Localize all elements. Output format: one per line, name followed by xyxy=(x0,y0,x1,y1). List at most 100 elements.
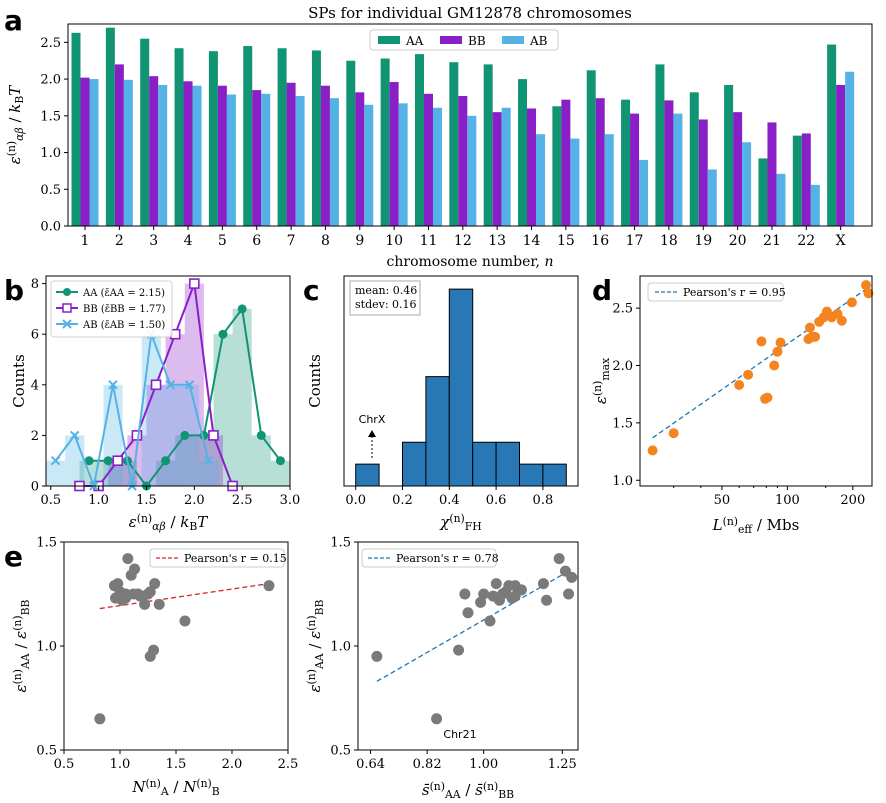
label-part: B xyxy=(189,520,197,533)
hist-bar xyxy=(402,441,427,487)
point-AA xyxy=(218,329,228,339)
bar-AA xyxy=(174,48,184,226)
point-AA xyxy=(103,456,113,466)
legend-box xyxy=(50,280,173,338)
bar-BB xyxy=(183,81,193,226)
hist-bar xyxy=(472,441,497,487)
legend-marker xyxy=(62,319,72,329)
bar-AA xyxy=(311,50,321,227)
point-BB xyxy=(208,430,219,441)
panel-label-b: b xyxy=(4,274,24,307)
label-part: B xyxy=(13,96,26,104)
bar-AA xyxy=(792,135,802,226)
scatter-point xyxy=(462,607,474,619)
label-part: χ xyxy=(439,513,450,531)
x-tick-label: 0.5 xyxy=(54,757,75,772)
y-tick-label: 1.0 xyxy=(612,474,633,489)
bar-AB xyxy=(398,103,408,226)
bar-BB xyxy=(492,112,502,226)
stats-frame xyxy=(349,280,421,316)
label-part: αβ xyxy=(152,520,166,533)
bar-BB xyxy=(320,85,330,227)
label-part: (n) xyxy=(305,669,318,684)
y-tick-label: 0.0 xyxy=(40,220,61,235)
label-part: T xyxy=(6,85,24,96)
legend: AA BB AB xyxy=(369,29,559,51)
bar-AA xyxy=(621,99,631,226)
hist-bar xyxy=(495,441,521,487)
hist-bar-BB xyxy=(165,334,185,486)
label-part: (n) xyxy=(430,780,445,793)
bar-BB xyxy=(630,113,640,226)
label-part: (n) xyxy=(11,615,24,630)
bar-AA xyxy=(449,62,459,226)
y-tick-label: 1.0 xyxy=(330,640,351,655)
y-tick-label: 6 xyxy=(31,328,39,343)
x-tick-label: 1 xyxy=(81,233,90,249)
bar-AA xyxy=(758,158,768,226)
panel-b-frame xyxy=(45,275,291,487)
stats-line: stdev: 0.16 xyxy=(355,298,417,311)
label-part: A xyxy=(160,785,169,798)
y-axis-label: ε(n)AA / ε(n)BB xyxy=(11,599,32,692)
scatter-point xyxy=(775,337,786,348)
hist-bar-AB xyxy=(199,460,219,486)
scatter-point xyxy=(134,590,146,602)
bar-BB xyxy=(458,95,468,227)
bar-AA xyxy=(724,84,734,226)
point-AA xyxy=(237,304,247,314)
bar-AB xyxy=(604,134,614,226)
label-part: AA xyxy=(444,788,461,801)
scatter-point xyxy=(810,331,821,342)
bar-BB xyxy=(664,100,674,226)
point-AB xyxy=(108,380,118,390)
bar-BB xyxy=(114,64,124,227)
y-axis-label: ε(n)AA / ε(n)BB xyxy=(305,599,326,692)
bar-AA xyxy=(586,70,596,226)
legend: Pearson's r = 0.95 xyxy=(647,282,786,302)
legend-label: Pearson's r = 0.78 xyxy=(396,552,499,565)
label-part: n xyxy=(544,254,553,270)
legend-label: Pearson's r = 0.95 xyxy=(683,286,786,299)
panel-label-e: e xyxy=(4,540,23,573)
y-tick-label: 1.0 xyxy=(40,146,61,161)
label-part: / xyxy=(12,639,30,654)
y-tick-label: 0.5 xyxy=(40,183,61,198)
bar-AB xyxy=(776,173,786,226)
legend-swatch-AA xyxy=(378,36,400,44)
x-tick-label: 11 xyxy=(420,233,438,249)
y-tick-label: 1.5 xyxy=(330,536,351,551)
bar-BB xyxy=(423,93,433,226)
bar-AB xyxy=(364,104,374,226)
x-tick-label: 10 xyxy=(385,233,403,249)
label-part: (n) xyxy=(305,615,318,630)
bar-BB xyxy=(836,84,846,226)
panel-label-c: c xyxy=(303,274,320,307)
y-tick-label: 8 xyxy=(31,277,39,292)
bar-BB xyxy=(767,122,777,226)
x-tick-label: 0.8 xyxy=(533,493,554,508)
label-part: / xyxy=(6,113,24,128)
scatter-point xyxy=(120,592,132,604)
label-part: k xyxy=(180,513,189,531)
point-AA xyxy=(256,430,266,440)
arrow-head xyxy=(368,430,376,437)
point-BB xyxy=(150,379,162,391)
label-part: (n) xyxy=(5,141,18,156)
y-tick-label: 0 xyxy=(31,480,39,495)
point-BB xyxy=(131,430,143,441)
scatter-point xyxy=(762,392,773,403)
point-AB xyxy=(69,430,80,441)
x-tick-label: 1.0 xyxy=(110,757,131,772)
legend: Pearson's r = 0.78 xyxy=(361,548,499,568)
bar-BB xyxy=(389,82,399,227)
x-tick-label: 20 xyxy=(729,233,747,249)
label-part: ε xyxy=(592,396,610,404)
label-part: max xyxy=(599,358,612,381)
x-tick-label: 12 xyxy=(454,233,472,249)
label-part: B xyxy=(212,785,220,798)
panel-label-d: d xyxy=(592,274,612,307)
bar-BB xyxy=(286,82,296,226)
